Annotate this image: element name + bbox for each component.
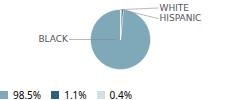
svg-text:BLACK: BLACK <box>38 34 69 44</box>
svg-text:HISPANIC: HISPANIC <box>160 13 202 23</box>
svg-text:WHITE: WHITE <box>160 3 190 13</box>
